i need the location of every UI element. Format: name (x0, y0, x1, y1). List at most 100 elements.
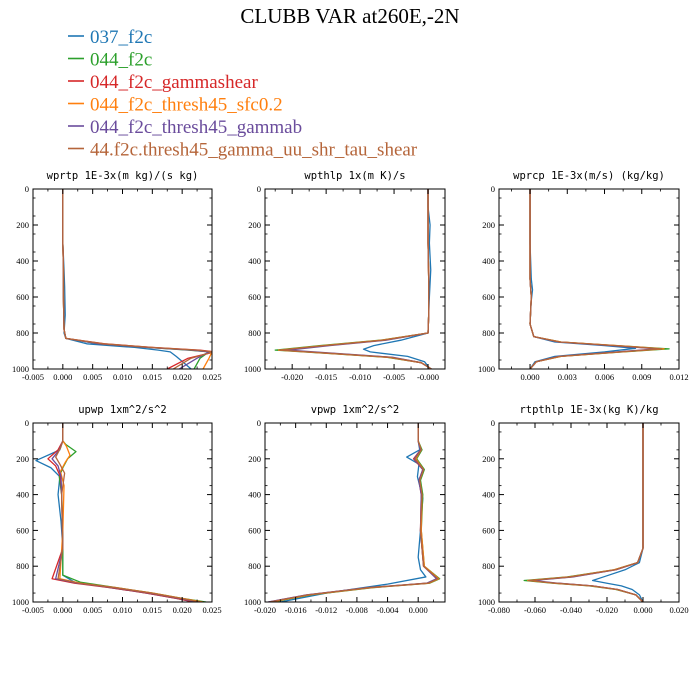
x-tick-label: -0.020 (281, 372, 303, 382)
x-tick-label: -0.020 (254, 605, 276, 615)
y-tick-label: 600 (16, 292, 29, 302)
y-tick-label: 800 (248, 328, 261, 338)
panel-2: wprcp 1E-3x(m/s) (kg/kg) 0 200 400 600 800 100… (478, 170, 689, 382)
series-line (362, 189, 432, 369)
series-line (267, 423, 438, 602)
x-tick-label: 0.009 (632, 372, 651, 382)
panel-0: wprtp 1E-3x(m kg)/(s kg) 0 200 400 600 800 100… (12, 170, 222, 382)
y-tick-label: 0 (25, 418, 29, 428)
series-line (529, 189, 662, 369)
y-tick-label: 400 (248, 490, 261, 500)
series-line (277, 189, 432, 369)
series-line (529, 189, 670, 369)
x-tick-label: -0.040 (560, 605, 582, 615)
y-tick-label: 0 (491, 418, 495, 428)
y-tick-label: 0 (491, 184, 495, 194)
series-line (274, 189, 432, 369)
y-tick-label: 400 (482, 256, 495, 266)
series-line (532, 423, 644, 602)
series-line (55, 423, 201, 602)
x-tick-label: -0.005 (22, 372, 44, 382)
panel-title: upwp 1xm^2/s^2 (78, 404, 167, 416)
y-tick-label: 0 (25, 184, 29, 194)
x-tick-label: 0.020 (173, 605, 192, 615)
series-line (528, 423, 644, 602)
y-tick-label: 1000 (12, 364, 29, 374)
x-tick-label: 0.005 (83, 372, 102, 382)
panel-title: wpthlp 1x(m K)/s (304, 170, 405, 182)
series-line (529, 189, 663, 369)
y-tick-label: 1000 (12, 597, 29, 607)
series-line (591, 423, 644, 602)
y-tick-label: 200 (482, 220, 495, 230)
series-line (62, 189, 210, 369)
panel-1: wpthlp 1x(m K)/s 0 200 400 600 800 1000 -0.020 -… (244, 170, 446, 382)
x-tick-label: 0.000 (633, 605, 652, 615)
x-tick-label: 0.010 (113, 372, 132, 382)
series-line (62, 189, 212, 369)
x-tick-label: -0.016 (285, 605, 307, 615)
panel-title: vpwp 1xm^2/s^2 (311, 404, 400, 416)
y-tick-label: 600 (482, 292, 495, 302)
y-tick-label: 400 (482, 490, 495, 500)
panel-title: wprcp 1E-3x(m/s) (kg/kg) (513, 170, 665, 182)
series-line (529, 189, 665, 369)
y-tick-label: 800 (248, 561, 261, 571)
y-tick-label: 1000 (244, 364, 261, 374)
plot-frame (498, 188, 680, 370)
series-line (59, 423, 204, 602)
panel-title: rtpthlp 1E-3x(kg K)/kg (519, 404, 658, 416)
x-tick-label: -0.008 (346, 605, 368, 615)
y-tick-label: 1000 (478, 597, 495, 607)
panel-4: vpwp 1xm^2/s^2 0 200 400 600 800 1000-0.020 -0.… (244, 404, 446, 615)
x-tick-label: 0.000 (53, 605, 72, 615)
y-tick-label: 200 (248, 220, 261, 230)
x-tick-label: -0.000 (417, 372, 439, 382)
x-tick-label: -0.012 (315, 605, 337, 615)
panels: wprtp 1E-3x(m kg)/(s kg) 0 200 400 600 800 100… (12, 170, 689, 615)
x-tick-label: 0.006 (595, 372, 614, 382)
y-tick-label: 1000 (478, 364, 495, 374)
plot-frame (264, 188, 446, 370)
y-tick-label: 600 (248, 525, 261, 535)
x-tick-label: 0.020 (173, 372, 192, 382)
x-tick-label: -0.005 (383, 372, 405, 382)
x-tick-label: 0.025 (202, 372, 221, 382)
y-tick-label: 400 (16, 490, 29, 500)
legend-label: 44.f2c.thresh45_gamma_uu_shr_tau_shear (90, 140, 418, 161)
legend-label: 037_f2c (90, 27, 152, 48)
y-tick-label: 200 (16, 454, 29, 464)
series-line (58, 423, 207, 602)
y-tick-label: 800 (482, 328, 495, 338)
series-line (529, 189, 637, 369)
x-tick-label: 0.000 (409, 605, 428, 615)
x-tick-label: -0.010 (349, 372, 371, 382)
y-tick-label: 600 (482, 525, 495, 535)
y-tick-label: 400 (16, 256, 29, 266)
y-tick-label: 200 (248, 454, 261, 464)
y-tick-label: 0 (257, 418, 261, 428)
plot-frame (498, 422, 680, 603)
x-tick-label: -0.005 (22, 605, 44, 615)
x-tick-label: 0.015 (143, 372, 162, 382)
x-tick-label: 0.005 (83, 605, 102, 615)
x-tick-label: 0.025 (202, 605, 221, 615)
y-tick-label: 400 (248, 256, 261, 266)
x-tick-label: -0.015 (315, 372, 337, 382)
x-tick-label: -0.060 (524, 605, 546, 615)
series-line (271, 423, 440, 602)
figure-title: CLUBB VAR at260E,-2N (240, 4, 459, 28)
y-tick-label: 0 (257, 184, 261, 194)
legend-label: 044_f2c_thresh45_gammab (90, 117, 302, 138)
y-tick-label: 600 (16, 525, 29, 535)
series-line (279, 189, 432, 369)
plot-frame (32, 188, 213, 370)
x-tick-label: 0.003 (558, 372, 577, 382)
x-tick-label: 0.020 (669, 605, 688, 615)
panel-5: rtpthlp 1E-3x(kg K)/kg02004006008001000-… (478, 404, 689, 615)
y-tick-label: 600 (248, 292, 261, 302)
series-line (268, 423, 438, 602)
panel-title: wprtp 1E-3x(m kg)/(s kg) (47, 170, 199, 182)
legend-label: 044_f2c_gammashear (90, 72, 258, 93)
